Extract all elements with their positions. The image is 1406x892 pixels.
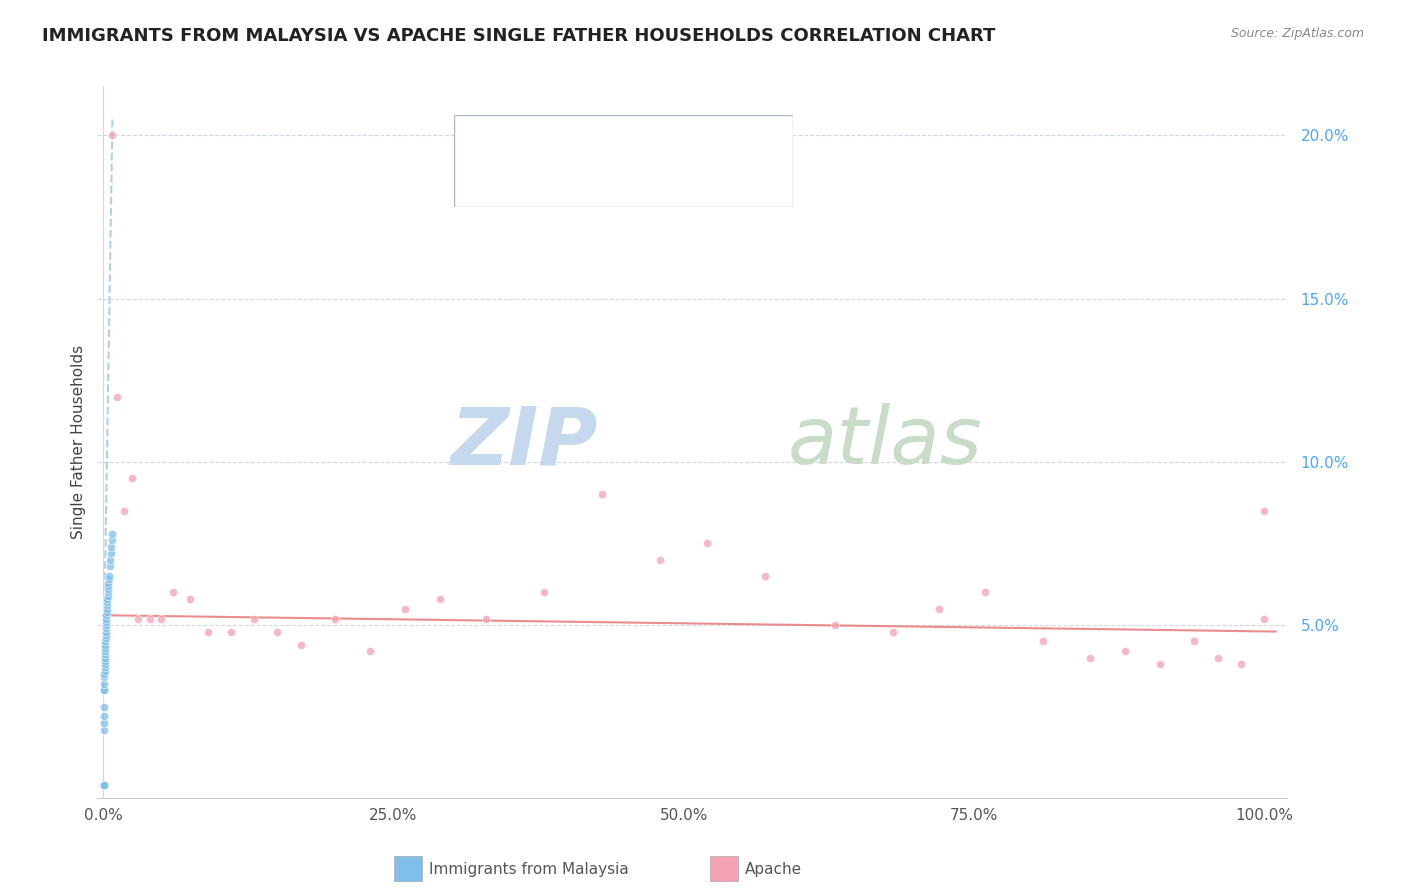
- Point: [1114, 644, 1136, 658]
- Point: [94, 644, 117, 658]
- Point: [94, 624, 117, 639]
- Point: [96, 599, 118, 613]
- Point: [219, 624, 242, 639]
- Point: [97, 572, 120, 586]
- Point: [138, 611, 160, 625]
- Point: [93, 709, 115, 723]
- Point: [696, 536, 718, 550]
- Point: [93, 664, 115, 678]
- Point: [97, 582, 120, 596]
- Point: [98, 553, 121, 567]
- Point: [93, 670, 115, 684]
- Point: [112, 504, 135, 518]
- Point: [101, 526, 124, 541]
- Point: [96, 595, 118, 609]
- Point: [93, 778, 115, 792]
- Point: [1078, 650, 1101, 665]
- Point: [97, 575, 120, 590]
- Point: [94, 654, 117, 668]
- Point: [96, 601, 118, 615]
- Point: [1149, 657, 1171, 672]
- Point: [93, 778, 115, 792]
- Point: [97, 579, 120, 593]
- Point: [96, 611, 118, 625]
- Point: [475, 611, 498, 625]
- Text: Apache: Apache: [745, 863, 803, 877]
- Point: [96, 615, 118, 629]
- Point: [94, 634, 117, 648]
- Point: [98, 559, 121, 574]
- Point: [162, 585, 184, 599]
- Point: [93, 778, 115, 792]
- Point: [394, 601, 416, 615]
- Point: [650, 553, 672, 567]
- Text: Immigrants from Malaysia: Immigrants from Malaysia: [429, 863, 628, 877]
- Point: [93, 778, 115, 792]
- Point: [1253, 504, 1275, 518]
- Point: [93, 699, 115, 714]
- Point: [533, 585, 555, 599]
- Point: [1206, 650, 1229, 665]
- Text: atlas: atlas: [787, 403, 983, 481]
- Point: [94, 640, 117, 655]
- Point: [429, 591, 451, 606]
- Point: [105, 390, 128, 404]
- Point: [94, 621, 117, 635]
- Point: [179, 591, 201, 606]
- Point: [94, 628, 117, 642]
- Point: [93, 677, 115, 691]
- Point: [93, 723, 115, 737]
- Point: [197, 624, 219, 639]
- Point: [591, 487, 613, 501]
- Point: [96, 591, 118, 606]
- Point: [1032, 634, 1054, 648]
- Point: [290, 638, 312, 652]
- Point: [94, 648, 117, 662]
- Point: [101, 128, 124, 143]
- Point: [121, 471, 143, 485]
- Text: Source: ZipAtlas.com: Source: ZipAtlas.com: [1230, 27, 1364, 40]
- Point: [97, 585, 120, 599]
- Point: [97, 589, 120, 603]
- Point: [94, 631, 117, 645]
- Text: ZIP: ZIP: [450, 403, 598, 481]
- Y-axis label: Single Father Households: Single Father Households: [72, 345, 86, 540]
- Point: [93, 667, 115, 681]
- Point: [93, 683, 115, 698]
- Point: [100, 540, 122, 554]
- Point: [94, 657, 117, 672]
- Point: [93, 660, 115, 674]
- Point: [93, 778, 115, 792]
- Point: [93, 716, 115, 731]
- Point: [1253, 611, 1275, 625]
- Point: [97, 569, 120, 583]
- Point: [266, 624, 288, 639]
- Point: [243, 611, 266, 625]
- Point: [882, 624, 904, 639]
- Point: [93, 683, 115, 698]
- Point: [974, 585, 997, 599]
- Point: [93, 778, 115, 792]
- Point: [150, 611, 173, 625]
- Point: [127, 611, 149, 625]
- Text: IMMIGRANTS FROM MALAYSIA VS APACHE SINGLE FATHER HOUSEHOLDS CORRELATION CHART: IMMIGRANTS FROM MALAYSIA VS APACHE SINGL…: [42, 27, 995, 45]
- Point: [824, 618, 846, 632]
- Point: [754, 569, 776, 583]
- Point: [96, 605, 118, 619]
- Point: [359, 644, 381, 658]
- Point: [96, 608, 118, 623]
- Point: [94, 650, 117, 665]
- Point: [94, 638, 117, 652]
- Point: [100, 546, 122, 560]
- Point: [1182, 634, 1205, 648]
- Point: [325, 611, 347, 625]
- Point: [1230, 657, 1253, 672]
- Point: [94, 618, 117, 632]
- Point: [101, 533, 124, 548]
- Point: [928, 601, 950, 615]
